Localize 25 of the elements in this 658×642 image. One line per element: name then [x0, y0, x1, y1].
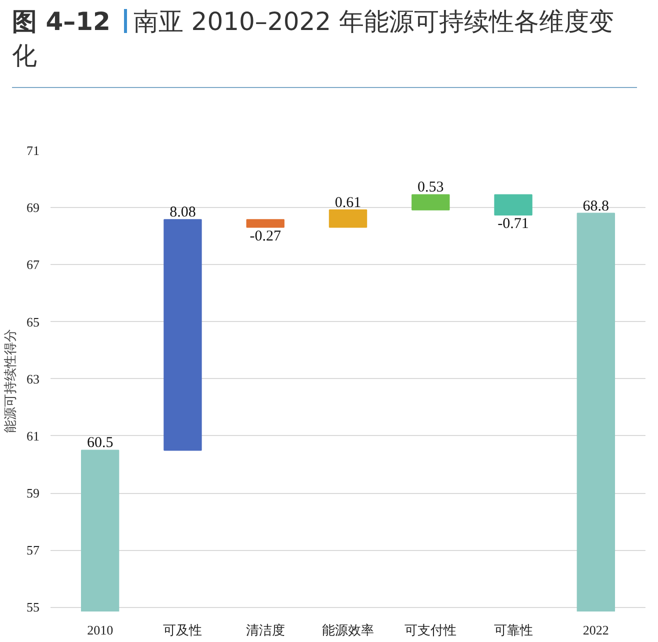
y-tick-label: 57	[26, 542, 40, 558]
data-label: 0.53	[418, 180, 444, 196]
y-tick-label: 67	[26, 257, 40, 272]
y-tick-label: 65	[26, 314, 40, 330]
y-tick-label: 59	[26, 486, 40, 501]
data-label: 8.08	[170, 204, 196, 221]
y-tick-label: 71	[26, 143, 40, 158]
y-tick-label: 69	[26, 200, 40, 216]
data-label: -0.71	[498, 216, 529, 232]
data-label: 0.61	[334, 194, 362, 211]
x-tick-label: 2010	[87, 622, 114, 638]
x-tick-label: 可靠性	[494, 622, 533, 638]
y-tick-label: 61	[26, 428, 40, 444]
x-tick-label: 清洁度	[246, 622, 285, 638]
x-tick-label: 2022	[582, 622, 609, 638]
chart-title: 图 4–12	[12, 7, 110, 36]
y-axis-title: 能源可持续性得分	[4, 329, 18, 433]
data-label: 60.5	[86, 435, 114, 452]
x-tick-label: 可支付性	[404, 622, 457, 638]
data-label: 68.8	[582, 198, 610, 214]
data-label: -0.27	[250, 228, 282, 244]
x-tick-label: 能源效率	[322, 622, 374, 638]
y-tick-label: 63	[26, 371, 40, 386]
x-tick-label: 可及性	[163, 622, 202, 638]
y-tick-label: 55	[26, 600, 40, 615]
